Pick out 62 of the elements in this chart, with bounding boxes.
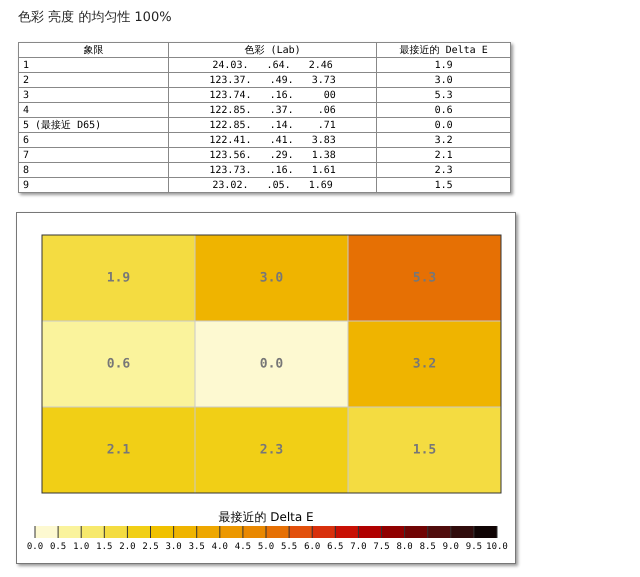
data-label: 1.9 [106, 270, 130, 286]
text: 4 [18, 102, 168, 118]
text: 象限 [18, 42, 168, 58]
color-bar-label: 1.0 [73, 542, 90, 552]
text: 5.3 [434, 90, 453, 100]
text: 1.9 [434, 60, 453, 70]
text: 3.2 [434, 134, 453, 146]
text: 9 [18, 178, 168, 192]
text: 5 (最接近 D65) [18, 118, 168, 132]
data-label: 0.0 [260, 356, 284, 372]
data-label: 5.3 [412, 270, 436, 286]
color-bar-label: 2.5 [142, 542, 159, 552]
data-label: 2.1 [106, 442, 130, 458]
text: 1 [18, 58, 168, 72]
data-label: 2.3 [260, 442, 284, 458]
text: 6 [18, 132, 168, 148]
text: 2 [18, 72, 168, 88]
text: 123.73. .16. 1.61 [168, 162, 377, 178]
text: 7 [18, 148, 168, 162]
text: 2.3 [434, 164, 453, 176]
text: 123.56. .29. 1.38 [168, 148, 377, 162]
color-bar-label: 0.0 [26, 542, 44, 552]
color-bar-label: 8.0 [396, 542, 413, 552]
color-bar-label: 9.5 [466, 542, 482, 552]
color-bar-label: 0.5 [50, 542, 66, 552]
text: 最接近的 Delta E [376, 42, 510, 58]
data-label: 3.2 [412, 356, 436, 372]
data-label: 1.5 [412, 442, 436, 458]
color-bar-label: 7.0 [350, 542, 367, 552]
chart-title: 色彩 亮度 的均匀性 100% [18, 9, 172, 26]
color-bar-label: 6.5 [327, 542, 344, 552]
color-bar-label: 3.5 [188, 542, 205, 552]
text: 3.0 [434, 74, 453, 86]
text: 2.1 [434, 150, 453, 160]
color-bar-label: 2.0 [119, 542, 136, 552]
text: 23.02. .05. 1.69 [168, 178, 377, 192]
color-bar-label: 9.0 [442, 542, 459, 552]
color-bar-title: 最接近的 Delta E [218, 510, 314, 524]
text: 122.85. .37. .06 [168, 102, 377, 118]
color-bar-label: 5.0 [258, 542, 274, 552]
text: 122.85. .14. .71 [168, 118, 377, 132]
color-bar-label: 10.0 [486, 542, 508, 552]
color-bar-label: 8.5 [420, 542, 436, 552]
color-bar-label: 3.0 [165, 542, 182, 552]
data-label: 3.0 [260, 270, 284, 286]
color-bar-label: 7.5 [373, 542, 390, 552]
text: 123.74. .16. 00 [168, 88, 377, 102]
text: 0.6 [434, 104, 453, 116]
data-label: 0.6 [106, 356, 130, 372]
text: 色彩 (Lab) [168, 42, 377, 58]
text: 8 [18, 162, 168, 178]
text: 3 [18, 88, 168, 102]
color-bar-label: 5.5 [280, 542, 298, 552]
text: 0.0 [434, 120, 453, 130]
text: 24.03. .64. 2.46 [168, 58, 377, 72]
color-bar-label: 6.0 [304, 542, 320, 552]
color-bar-label: 4.5 [234, 542, 252, 552]
text: 1.5 [434, 180, 453, 190]
color-bar-label: 1.5 [96, 542, 112, 552]
color-bar-label: 4.0 [212, 542, 228, 552]
text: 123.37. .49. 3.73 [168, 72, 377, 88]
text: 122.41. .41. 3.83 [168, 132, 377, 148]
